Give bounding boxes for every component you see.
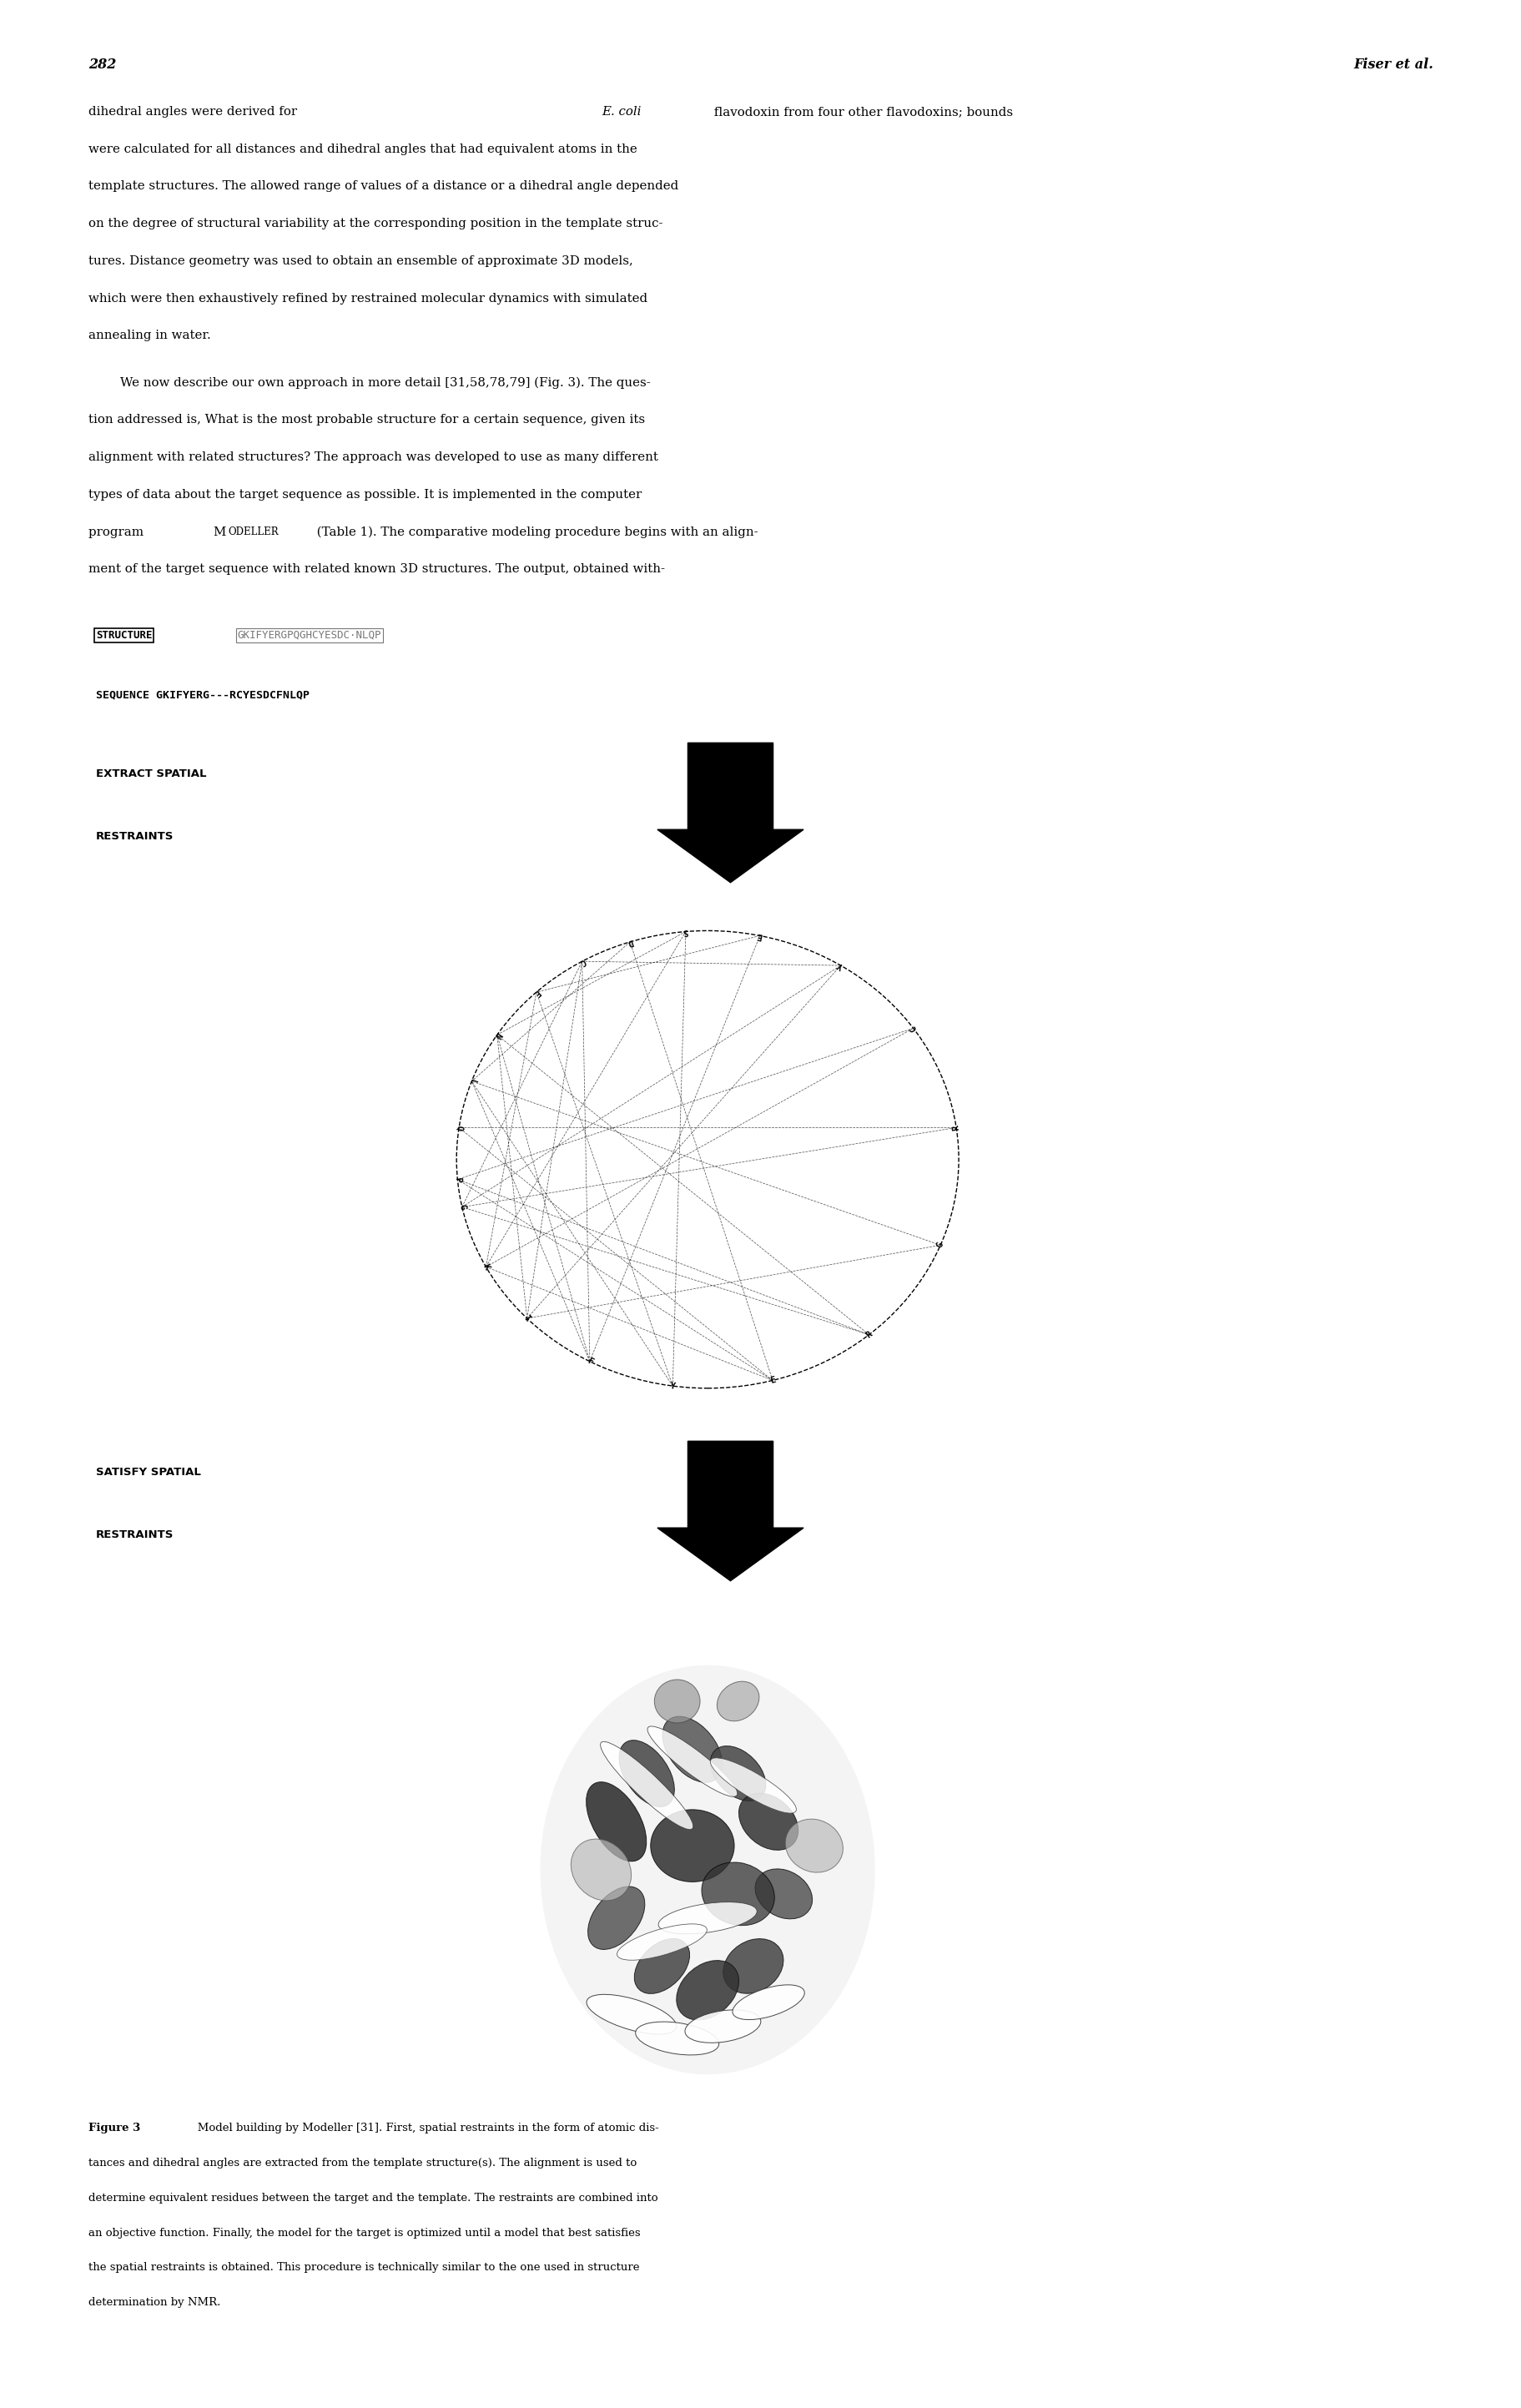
Text: dihedral angles were derived for: dihedral angles were derived for (88, 106, 301, 118)
Ellipse shape (636, 2023, 718, 2054)
Ellipse shape (586, 1994, 677, 2035)
Text: G: G (458, 1204, 467, 1211)
Text: (Table 1). The comparative modeling procedure begins with an align-: (Table 1). The comparative modeling proc… (313, 525, 757, 537)
Text: Figure 3: Figure 3 (88, 2121, 140, 2133)
Text: SEQUENCE GKIFYERG---RCYESDCFNLQP: SEQUENCE GKIFYERG---RCYESDCFNLQP (96, 689, 309, 701)
Ellipse shape (662, 1717, 722, 1782)
Text: Q: Q (455, 1125, 464, 1132)
Ellipse shape (540, 1664, 875, 2073)
Text: on the degree of structural variability at the corresponding position in the tem: on the degree of structural variability … (88, 217, 662, 229)
Ellipse shape (619, 1741, 674, 1806)
Ellipse shape (646, 1727, 738, 1796)
Ellipse shape (785, 1818, 843, 1873)
Text: Y: Y (669, 1382, 675, 1389)
Ellipse shape (570, 1840, 631, 1900)
Polygon shape (657, 1440, 803, 1580)
Text: C: C (578, 956, 586, 966)
Text: the spatial restraints is obtained. This procedure is technically similar to the: the spatial restraints is obtained. This… (88, 2261, 639, 2273)
Text: G: G (935, 1240, 945, 1250)
Text: N: N (491, 1031, 502, 1040)
Ellipse shape (701, 1861, 774, 1926)
Text: determine equivalent residues between the target and the template. The restraint: determine equivalent residues between th… (88, 2191, 657, 2203)
Ellipse shape (651, 1808, 735, 1881)
Ellipse shape (738, 1794, 799, 1849)
Text: I: I (522, 1315, 531, 1322)
Text: determination by NMR.: determination by NMR. (88, 2297, 221, 2309)
Ellipse shape (710, 1758, 795, 1813)
Text: annealing in water.: annealing in water. (88, 330, 210, 342)
Ellipse shape (710, 1746, 765, 1801)
Text: E: E (768, 1375, 776, 1385)
Text: RESTRAINTS: RESTRAINTS (96, 1529, 173, 1541)
Ellipse shape (586, 1782, 646, 1861)
Text: flavodoxin from four other flavodoxins; bounds: flavodoxin from four other flavodoxins; … (710, 106, 1013, 118)
Ellipse shape (659, 1902, 756, 1934)
Text: STRUCTURE: STRUCTURE (96, 628, 152, 641)
Text: an objective function. Finally, the model for the target is optimized until a mo: an objective function. Finally, the mode… (88, 2227, 640, 2239)
Ellipse shape (684, 2011, 760, 2042)
Text: E. coli: E. coli (601, 106, 640, 118)
Ellipse shape (732, 1984, 805, 2020)
Text: alignment with related structures? The approach was developed to use as many dif: alignment with related structures? The a… (88, 450, 657, 462)
Text: R: R (864, 1329, 873, 1339)
Text: SATISFY SPATIAL: SATISFY SPATIAL (96, 1466, 201, 1479)
Text: C: C (908, 1023, 917, 1033)
Text: template structures. The allowed range of values of a distance or a dihedral ang: template structures. The allowed range o… (88, 181, 678, 193)
Text: ODELLER: ODELLER (228, 525, 278, 537)
Ellipse shape (634, 1938, 689, 1994)
Text: R: R (951, 1125, 960, 1132)
Text: E: E (756, 932, 764, 939)
Text: tances and dihedral angles are extracted from the template structure(s). The ali: tances and dihedral angles are extracted… (88, 2158, 636, 2170)
Text: Fiser et al.: Fiser et al. (1352, 58, 1433, 72)
Text: Y: Y (837, 961, 844, 970)
Text: were calculated for all distances and dihedral angles that had equivalent atoms : were calculated for all distances and di… (88, 144, 637, 154)
Text: K: K (481, 1262, 491, 1271)
Text: tion addressed is, What is the most probable structure for a certain sequence, g: tion addressed is, What is the most prob… (88, 414, 645, 426)
Text: EXTRACT SPATIAL: EXTRACT SPATIAL (96, 768, 207, 780)
Text: We now describe our own approach in more detail [31,58,78,79] (Fig. 3). The ques: We now describe our own approach in more… (88, 376, 649, 388)
Ellipse shape (654, 1678, 700, 1722)
Text: P: P (453, 1178, 462, 1182)
Text: which were then exhaustively refined by restrained molecular dynamics with simul: which were then exhaustively refined by … (88, 291, 646, 303)
Text: program: program (88, 525, 148, 537)
Ellipse shape (722, 1938, 783, 1994)
Text: D: D (627, 937, 633, 946)
Ellipse shape (716, 1681, 759, 1722)
Text: F: F (531, 987, 541, 997)
Text: F: F (586, 1356, 593, 1365)
Text: Model building by Modeller [31]. First, spatial restraints in the form of atomic: Model building by Modeller [31]. First, … (187, 2121, 659, 2133)
Text: S: S (683, 927, 689, 937)
Ellipse shape (587, 1885, 645, 1950)
Text: M: M (213, 525, 225, 537)
Text: L: L (467, 1076, 476, 1086)
Ellipse shape (675, 1960, 739, 2020)
Text: types of data about the target sequence as possible. It is implemented in the co: types of data about the target sequence … (88, 489, 642, 501)
Text: 282: 282 (88, 58, 116, 72)
Ellipse shape (601, 1741, 692, 1830)
Ellipse shape (754, 1869, 812, 1919)
Text: tures. Distance geometry was used to obtain an ensemble of approximate 3D models: tures. Distance geometry was used to obt… (88, 255, 633, 267)
Ellipse shape (616, 1924, 707, 1960)
Polygon shape (657, 742, 803, 881)
Text: ment of the target sequence with related known 3D structures. The output, obtain: ment of the target sequence with related… (88, 563, 665, 576)
Text: RESTRAINTS: RESTRAINTS (96, 831, 173, 843)
Text: GKIFYERGPQGHCYESDC·NLQP: GKIFYERGPQGHCYESDC·NLQP (237, 628, 382, 641)
